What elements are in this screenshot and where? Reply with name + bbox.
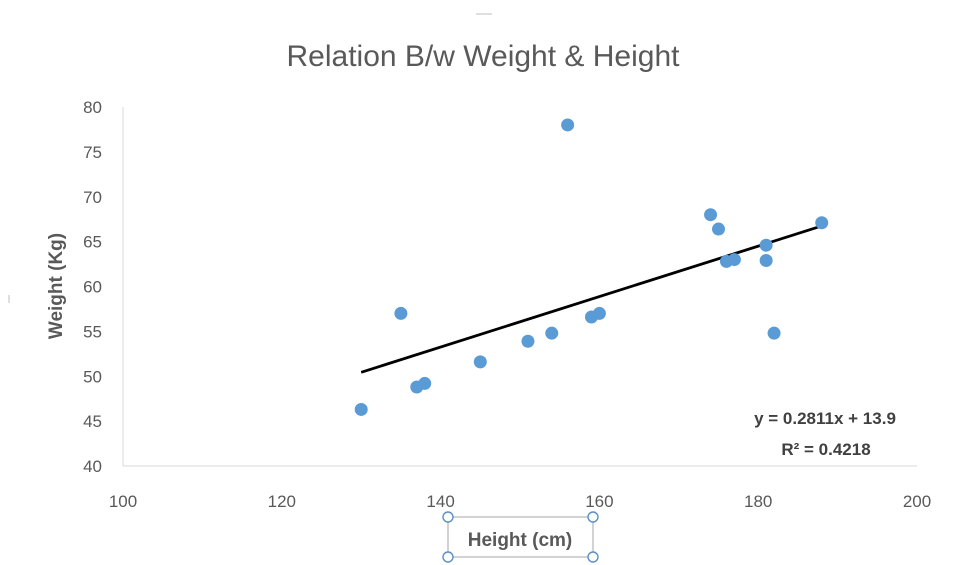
data-point[interactable] bbox=[815, 216, 829, 230]
resize-handle-top-left[interactable] bbox=[442, 511, 454, 523]
data-point[interactable] bbox=[394, 306, 408, 320]
y-tick-label: 55 bbox=[83, 322, 102, 341]
data-point[interactable] bbox=[759, 253, 773, 267]
x-axis-title-selection-box bbox=[447, 516, 594, 558]
data-point[interactable] bbox=[592, 306, 606, 320]
x-tick-label: 160 bbox=[585, 492, 613, 511]
chart-title: Relation B/w Weight & Height bbox=[287, 40, 681, 73]
y-tick-label: 50 bbox=[83, 367, 102, 386]
x-tick-label: 200 bbox=[903, 492, 931, 511]
resize-handle-bottom-right[interactable] bbox=[587, 551, 599, 563]
y-tick-label: 70 bbox=[83, 188, 102, 207]
y-axis-title[interactable]: Weight (Kg) bbox=[46, 233, 67, 339]
data-series[interactable] bbox=[354, 118, 829, 416]
x-tick-label: 100 bbox=[109, 492, 137, 511]
x-tick-label: 140 bbox=[426, 492, 454, 511]
data-point[interactable] bbox=[521, 334, 535, 348]
data-point[interactable] bbox=[767, 326, 781, 340]
x-axis-ticks: 100 120 140 160 180 200 bbox=[109, 492, 931, 511]
y-tick-label: 75 bbox=[83, 143, 102, 162]
y-tick-label: 60 bbox=[83, 278, 102, 297]
data-point[interactable] bbox=[545, 326, 559, 340]
resize-handle-top-right[interactable] bbox=[587, 511, 599, 523]
data-point[interactable] bbox=[354, 402, 368, 416]
data-point[interactable] bbox=[759, 238, 773, 252]
x-tick-label: 180 bbox=[744, 492, 772, 511]
data-point[interactable] bbox=[561, 118, 575, 132]
data-point[interactable] bbox=[473, 355, 487, 369]
data-point[interactable] bbox=[704, 208, 718, 222]
y-axis-ticks: 40 45 50 55 60 65 70 75 80 bbox=[83, 98, 102, 476]
y-tick-label: 65 bbox=[83, 233, 102, 252]
data-point[interactable] bbox=[727, 253, 741, 267]
trendline[interactable] bbox=[360, 224, 823, 374]
x-tick-label: 120 bbox=[268, 492, 296, 511]
plot-area: 40 45 50 55 60 65 70 75 80 100 120 140 160 180 200 bbox=[83, 98, 931, 511]
data-point[interactable] bbox=[712, 222, 725, 236]
x-axis-title[interactable]: Height (cm) bbox=[468, 530, 573, 551]
y-tick-label: 80 bbox=[83, 98, 102, 117]
trendline-r-squared[interactable]: R² = 0.4218 bbox=[781, 440, 870, 459]
y-tick-label: 45 bbox=[83, 412, 102, 431]
data-point[interactable] bbox=[418, 376, 432, 390]
x-axis-title-selected[interactable]: Height (cm) bbox=[442, 511, 599, 563]
resize-handle-bottom-left[interactable] bbox=[442, 551, 454, 563]
trendline-equation[interactable]: y = 0.2811x + 13.9 bbox=[754, 409, 896, 428]
y-tick-label: 40 bbox=[83, 457, 102, 476]
